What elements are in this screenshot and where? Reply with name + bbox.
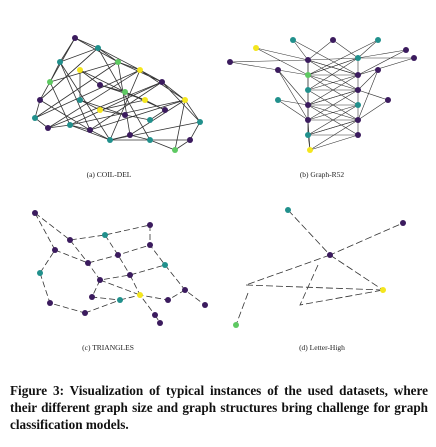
panel-d-letter-high: (d) Letter-High [218,195,436,355]
node [227,59,233,65]
node [47,79,53,85]
node [305,57,311,63]
node [117,297,123,303]
node [57,59,63,65]
figure-caption: Figure 3: Visualization of typical insta… [10,383,428,432]
node [411,55,417,61]
node [127,272,133,278]
panel-c-label: (c) TRIANGLES [82,343,134,352]
node [290,37,296,43]
graph-c [32,210,208,326]
node [72,35,78,41]
node [95,45,101,51]
node [305,132,311,138]
node [375,37,381,43]
node [45,125,51,131]
node [142,97,148,103]
node [162,262,168,268]
node [385,97,391,103]
node [355,102,361,108]
node [115,252,121,258]
node [115,59,121,65]
node [375,67,381,73]
node [137,292,143,298]
graph-d [233,207,406,328]
panel-c-triangles: (c) TRIANGLES [0,195,218,355]
node [197,119,203,125]
node [159,79,165,85]
panel-b-graph-r52: (b) Graph-R52 [218,0,436,190]
node [107,137,113,143]
node [127,132,133,138]
node [97,107,103,113]
node [182,287,188,293]
node [355,55,361,61]
node [122,112,128,118]
node [32,210,38,216]
node [275,97,281,103]
node [233,322,239,328]
node [52,247,58,253]
node [172,147,178,153]
node [355,117,361,123]
node [147,222,153,228]
node [82,310,88,316]
panel-a-label: (a) COIL-DEL [86,170,132,179]
node [400,220,406,226]
node [202,302,208,308]
node [305,102,311,108]
node [305,117,311,123]
node [275,67,281,73]
node [37,270,43,276]
node [137,67,143,73]
node [327,252,333,258]
node [97,277,103,283]
node [37,97,43,103]
node [147,117,153,123]
node [162,107,168,113]
node [122,89,128,95]
node [77,67,83,73]
node [355,72,361,78]
node [253,45,259,51]
node [165,297,171,303]
node [355,87,361,93]
graph-a [32,35,203,153]
node [147,137,153,143]
node [307,147,313,153]
panel-b-label: (b) Graph-R52 [299,170,345,179]
node [330,37,336,43]
node [187,137,193,143]
node [77,97,83,103]
panel-d-label: (d) Letter-High [299,343,345,352]
panel-a-coil-del: (a) COIL-DEL [0,0,218,190]
node [85,260,91,266]
node [157,320,163,326]
node [305,72,311,78]
node [182,97,188,103]
graph-b [227,37,417,153]
node [47,300,53,306]
node [89,294,95,300]
node [102,232,108,238]
node [380,287,386,293]
node [147,242,153,248]
node [355,132,361,138]
node [305,87,311,93]
node [67,122,73,128]
node [67,237,73,243]
node [403,47,409,53]
node [97,82,103,88]
node [152,312,158,318]
node [32,115,38,121]
node [87,127,93,133]
node [285,207,291,213]
